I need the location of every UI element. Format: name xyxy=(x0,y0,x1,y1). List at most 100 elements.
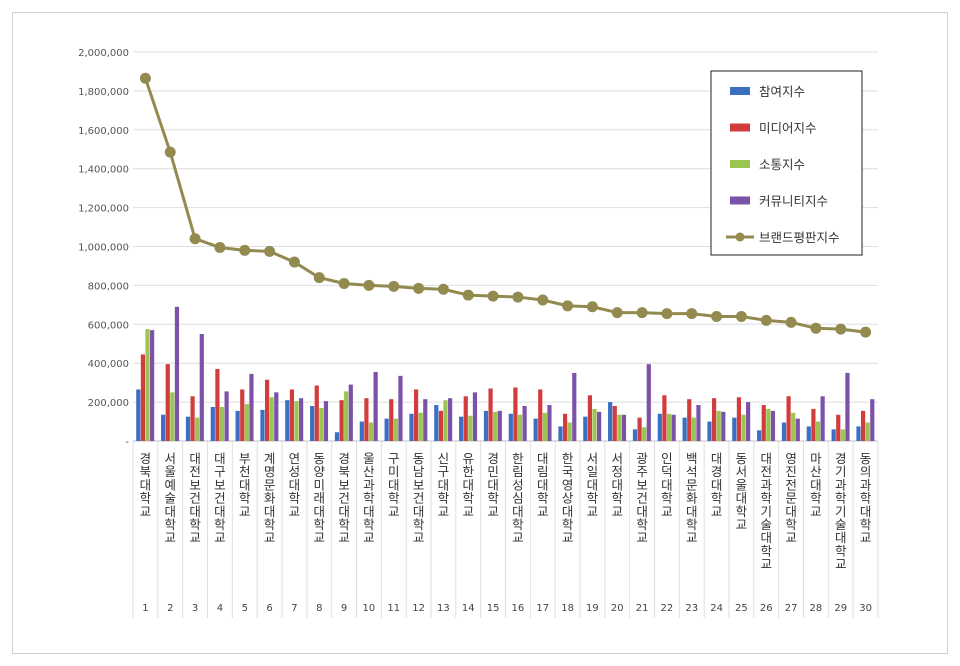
bar-9-series-1 xyxy=(334,432,340,441)
bar-19-series-3 xyxy=(592,408,597,441)
bar-4-series-2 xyxy=(215,369,220,441)
bar-25-series-1 xyxy=(732,417,737,441)
bar-24-series-1 xyxy=(707,421,712,441)
brand-index-point-2 xyxy=(164,146,176,158)
bar-6-series-4 xyxy=(274,392,279,441)
brand-index-point-10 xyxy=(363,279,375,291)
rank-label-4: 4 xyxy=(217,603,223,614)
rank-label-8: 8 xyxy=(316,603,322,614)
bar-15-series-2 xyxy=(488,388,493,441)
bar-1-series-3 xyxy=(145,329,150,441)
bar-1-series-2 xyxy=(140,354,146,441)
bar-18-series-4 xyxy=(572,372,577,441)
bars xyxy=(136,306,875,441)
bar-11-series-3 xyxy=(393,418,398,441)
rank-label-13: 13 xyxy=(437,603,450,614)
bar-8-series-2 xyxy=(314,385,319,441)
bar-9-series-4 xyxy=(348,384,353,441)
bar-11-series-2 xyxy=(389,399,394,441)
bar-10-series-2 xyxy=(364,398,369,441)
brand-index-point-1 xyxy=(139,72,151,84)
bar-30-series-2 xyxy=(860,410,866,441)
rank-label-10: 10 xyxy=(363,603,376,614)
rank-label-21: 21 xyxy=(636,603,649,614)
bar-21-series-1 xyxy=(632,429,638,441)
y-tick-label: 1,400,000 xyxy=(78,165,129,176)
y-tick-label: 600,000 xyxy=(88,320,129,331)
bar-20-series-2 xyxy=(612,405,617,441)
legend-label-1: 참여지수 xyxy=(759,84,805,99)
rank-label-22: 22 xyxy=(661,603,674,614)
bar-4-series-3 xyxy=(219,406,225,441)
rank-label-30: 30 xyxy=(859,603,872,614)
bar-27-series-1 xyxy=(781,422,787,441)
bar-5-series-2 xyxy=(240,389,245,441)
rank-label-28: 28 xyxy=(810,603,823,614)
brand-index-point-27 xyxy=(785,316,797,328)
bar-15-series-1 xyxy=(483,410,489,441)
bar-22-series-3 xyxy=(666,413,672,441)
bar-2-series-1 xyxy=(161,414,166,441)
x-axis-category-labels: 경 북 대 학 교 서 울 예 술 대 학 교 대 전 보 건 대 학 교 대 구 보 건 대 학 교 부 천 대 학 교 계 명 문 화 대 학 교 연 성… xyxy=(140,451,872,572)
legend-line-marker xyxy=(735,232,745,242)
brand-index-point-23 xyxy=(686,308,698,320)
bar-21-series-3 xyxy=(642,427,647,441)
brand-index-point-14 xyxy=(462,289,474,301)
bar-13-series-3 xyxy=(443,400,448,441)
bar-19-series-2 xyxy=(587,395,593,441)
bar-11-series-1 xyxy=(384,418,389,441)
x-axis-rank-labels: 1 2 3 4 5 6 7 8 9 10 11 12 13 14 15 16 17 18 19 20 21 22 23 24 2… xyxy=(142,603,872,614)
brand-index-line xyxy=(139,72,872,338)
rank-label-27: 27 xyxy=(785,603,798,614)
brand-index-point-21 xyxy=(636,307,648,319)
y-tick-label: 1,200,000 xyxy=(78,204,129,215)
rank-label-19: 19 xyxy=(586,603,599,614)
bar-9-series-3 xyxy=(344,391,349,441)
bar-6-series-1 xyxy=(260,409,265,441)
rank-label-9: 9 xyxy=(341,603,347,614)
bar-25-series-2 xyxy=(736,397,742,441)
bar-3-series-2 xyxy=(190,396,195,441)
bar-27-series-3 xyxy=(791,412,796,441)
gridlines xyxy=(132,51,879,618)
bar-30-series-4 xyxy=(870,399,875,441)
rank-label-3: 3 xyxy=(192,603,198,614)
bar-8-series-4 xyxy=(323,401,329,441)
y-tick-label: 2,000,000 xyxy=(78,48,129,59)
rank-label-7: 7 xyxy=(291,603,297,614)
legend-swatch-1 xyxy=(730,87,750,95)
bar-23-series-1 xyxy=(682,417,687,441)
bar-2-series-2 xyxy=(165,364,170,441)
brand-index-point-17 xyxy=(537,294,549,306)
bar-5-series-4 xyxy=(249,373,254,441)
brand-index-point-7 xyxy=(288,256,300,268)
bar-1-series-1 xyxy=(136,389,141,441)
bar-18-series-3 xyxy=(567,422,572,441)
bar-27-series-4 xyxy=(795,418,800,441)
bar-10-series-4 xyxy=(373,371,378,441)
bar-14-series-1 xyxy=(459,416,464,441)
bar-17-series-2 xyxy=(538,389,543,441)
brand-index-point-25 xyxy=(735,311,747,323)
bar-16-series-3 xyxy=(517,414,523,441)
bar-8-series-3 xyxy=(319,407,324,441)
bar-17-series-4 xyxy=(547,405,552,441)
brand-index-point-20 xyxy=(611,307,623,319)
bar-14-series-2 xyxy=(463,396,468,441)
bar-27-series-2 xyxy=(786,396,791,441)
y-axis-tick-labels: - 200,000 400,000 600,000 800,000 1,000,000 1,… xyxy=(78,48,129,448)
legend-swatch-2 xyxy=(730,123,750,132)
bar-16-series-2 xyxy=(513,387,518,441)
bar-7-series-4 xyxy=(299,398,304,441)
y-tick-label: 1,800,000 xyxy=(78,87,129,98)
